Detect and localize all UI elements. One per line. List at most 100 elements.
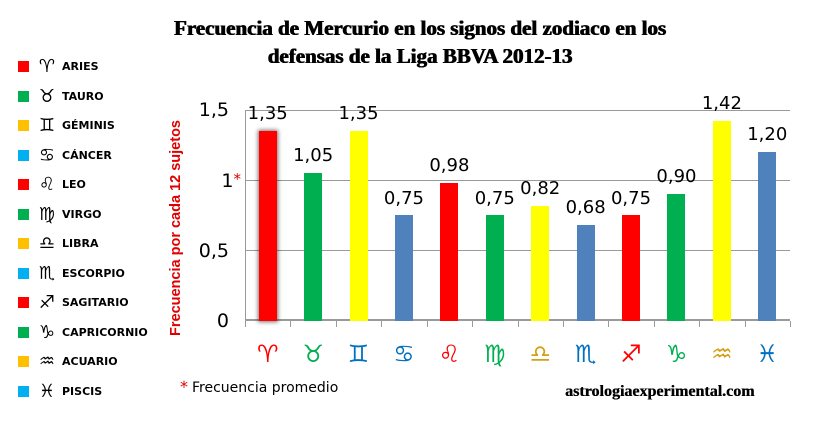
capricorn-icon: ♑ <box>38 321 56 343</box>
x-tick <box>563 321 564 327</box>
bar-value-label: 0,75 <box>383 188 424 209</box>
x-tick <box>790 321 791 327</box>
legend-item-geminis: ♊ GÉMINIS <box>18 111 158 141</box>
footnote-text: Frecuencia promedio <box>192 380 339 396</box>
virgo-icon: ♍ <box>38 203 56 225</box>
average-marker-icon: * <box>233 170 242 188</box>
footnote: * Frecuencia promedio <box>180 377 338 396</box>
bar-géminis <box>350 131 368 321</box>
color-swatch <box>18 326 29 338</box>
legend-label: LIBRA <box>62 237 99 251</box>
bar-capricornio <box>667 194 685 321</box>
legend-label: GÉMINIS <box>62 119 115 133</box>
bar-value-label: 0,90 <box>656 166 697 187</box>
chart-title: Frecuencia de Mercurio en los signos del… <box>160 14 680 70</box>
bar-sagitario <box>622 215 640 321</box>
gridline-0-5 <box>245 250 790 251</box>
legend-item-escorpio: ♏ ESCORPIO <box>18 259 158 289</box>
bar-value-label: 1,35 <box>247 103 288 124</box>
géminis-symbol-icon: ♊ <box>347 340 370 368</box>
legend-label: VIRGO <box>62 207 102 221</box>
taurus-icon: ♉ <box>38 85 56 107</box>
y-tick-1-value: 1 <box>221 170 234 192</box>
x-tick <box>654 321 655 327</box>
bar-value-label: 0,68 <box>565 197 606 218</box>
legend-item-tauro: ♉ TAURO <box>18 82 158 112</box>
legend-item-sagitario: ♐ SAGITARIO <box>18 288 158 318</box>
chart-title-line-2: defensas de la Liga BBVA 2012-13 <box>267 44 573 68</box>
y-axis <box>245 110 246 327</box>
bar-virgo <box>486 215 504 321</box>
color-swatch <box>18 90 29 102</box>
gridline-1 <box>245 180 790 181</box>
escorpio-symbol-icon: ♏ <box>574 340 597 368</box>
gridline-1-5 <box>245 110 790 111</box>
legend-label: ARIES <box>62 60 99 74</box>
y-axis-label: Frecuencia por cada 12 sujetos <box>168 120 184 336</box>
tauro-symbol-icon: ♉ <box>302 340 324 368</box>
bar-libra <box>531 206 549 321</box>
x-tick <box>608 321 609 327</box>
acuario-symbol-icon: ♒ <box>711 340 733 368</box>
plot-area <box>245 110 791 327</box>
asterisk-icon: * <box>180 377 188 396</box>
legend-item-libra: ♎ LIBRA <box>18 229 158 259</box>
bar-value-label: 0,75 <box>474 188 515 209</box>
color-swatch <box>18 149 29 161</box>
x-tick <box>745 321 746 327</box>
legend-item-acuario: ♒ ACUARIO <box>18 347 158 377</box>
virgo-symbol-icon: ♍ <box>484 340 506 368</box>
color-swatch <box>18 356 29 368</box>
y-tick-0: 0 <box>216 310 229 332</box>
x-tick <box>472 321 473 327</box>
x-tick <box>518 321 519 327</box>
color-swatch <box>18 120 29 132</box>
x-axis <box>245 319 790 321</box>
leo-symbol-icon: ♌ <box>438 340 461 368</box>
libra-icon: ♎ <box>38 233 56 255</box>
legend-item-leo: ♌ LEO <box>18 170 158 200</box>
legend-label: CAPRICORNIO <box>62 325 148 339</box>
legend-item-piscis: ♓ PISCIS <box>18 377 158 407</box>
pisces-icon: ♓ <box>38 380 56 402</box>
capricornio-symbol-icon: ♑ <box>665 340 688 368</box>
legend-label: ACUARIO <box>62 355 118 369</box>
aries-icon: ♈ <box>38 56 56 78</box>
site-credit: astrologiaexperimental.com <box>565 383 755 400</box>
x-tick <box>245 321 246 327</box>
legend-item-virgo: ♍ VIRGO <box>18 200 158 230</box>
bar-piscis <box>758 152 776 321</box>
legend-label: CÁNCER <box>62 148 112 162</box>
bar-value-label: 1,05 <box>293 145 334 166</box>
x-tick <box>699 321 700 327</box>
x-tick <box>427 321 428 327</box>
legend-item-aries: ♈ ARIES <box>18 52 158 82</box>
bar-value-label: 0,82 <box>520 178 561 199</box>
y-tick-0-5: 0,5 <box>198 240 229 262</box>
bar-value-label: 0,98 <box>429 155 470 176</box>
cáncer-symbol-icon: ♋ <box>393 340 415 368</box>
color-swatch <box>18 61 29 73</box>
legend-label: TAURO <box>62 89 104 103</box>
bar-cáncer <box>395 215 413 321</box>
bar-value-label: 1,42 <box>701 93 742 114</box>
legend: ♈ ARIES ♉ TAURO ♊ GÉMINIS ♋ CÁNCER ♌ LEO… <box>18 52 158 406</box>
scorpio-icon: ♏ <box>38 262 56 284</box>
color-swatch <box>18 208 29 220</box>
bar-value-label: 1,35 <box>338 103 379 124</box>
x-tick <box>336 321 337 327</box>
gemini-icon: ♊ <box>38 115 56 137</box>
sagitario-symbol-icon: ♐ <box>620 340 642 368</box>
x-tick <box>381 321 382 327</box>
color-swatch <box>18 267 29 279</box>
cancer-icon: ♋ <box>38 144 56 166</box>
chart-title-line-1: Frecuencia de Mercurio en los signos del… <box>173 16 667 40</box>
color-swatch <box>18 179 29 191</box>
color-swatch <box>18 385 29 397</box>
bar-value-label: 0,75 <box>610 188 652 209</box>
bar-acuario <box>713 121 731 321</box>
legend-label: LEO <box>62 178 86 192</box>
bar-tauro <box>304 173 322 321</box>
bar-leo <box>440 183 458 321</box>
color-swatch <box>18 297 29 309</box>
